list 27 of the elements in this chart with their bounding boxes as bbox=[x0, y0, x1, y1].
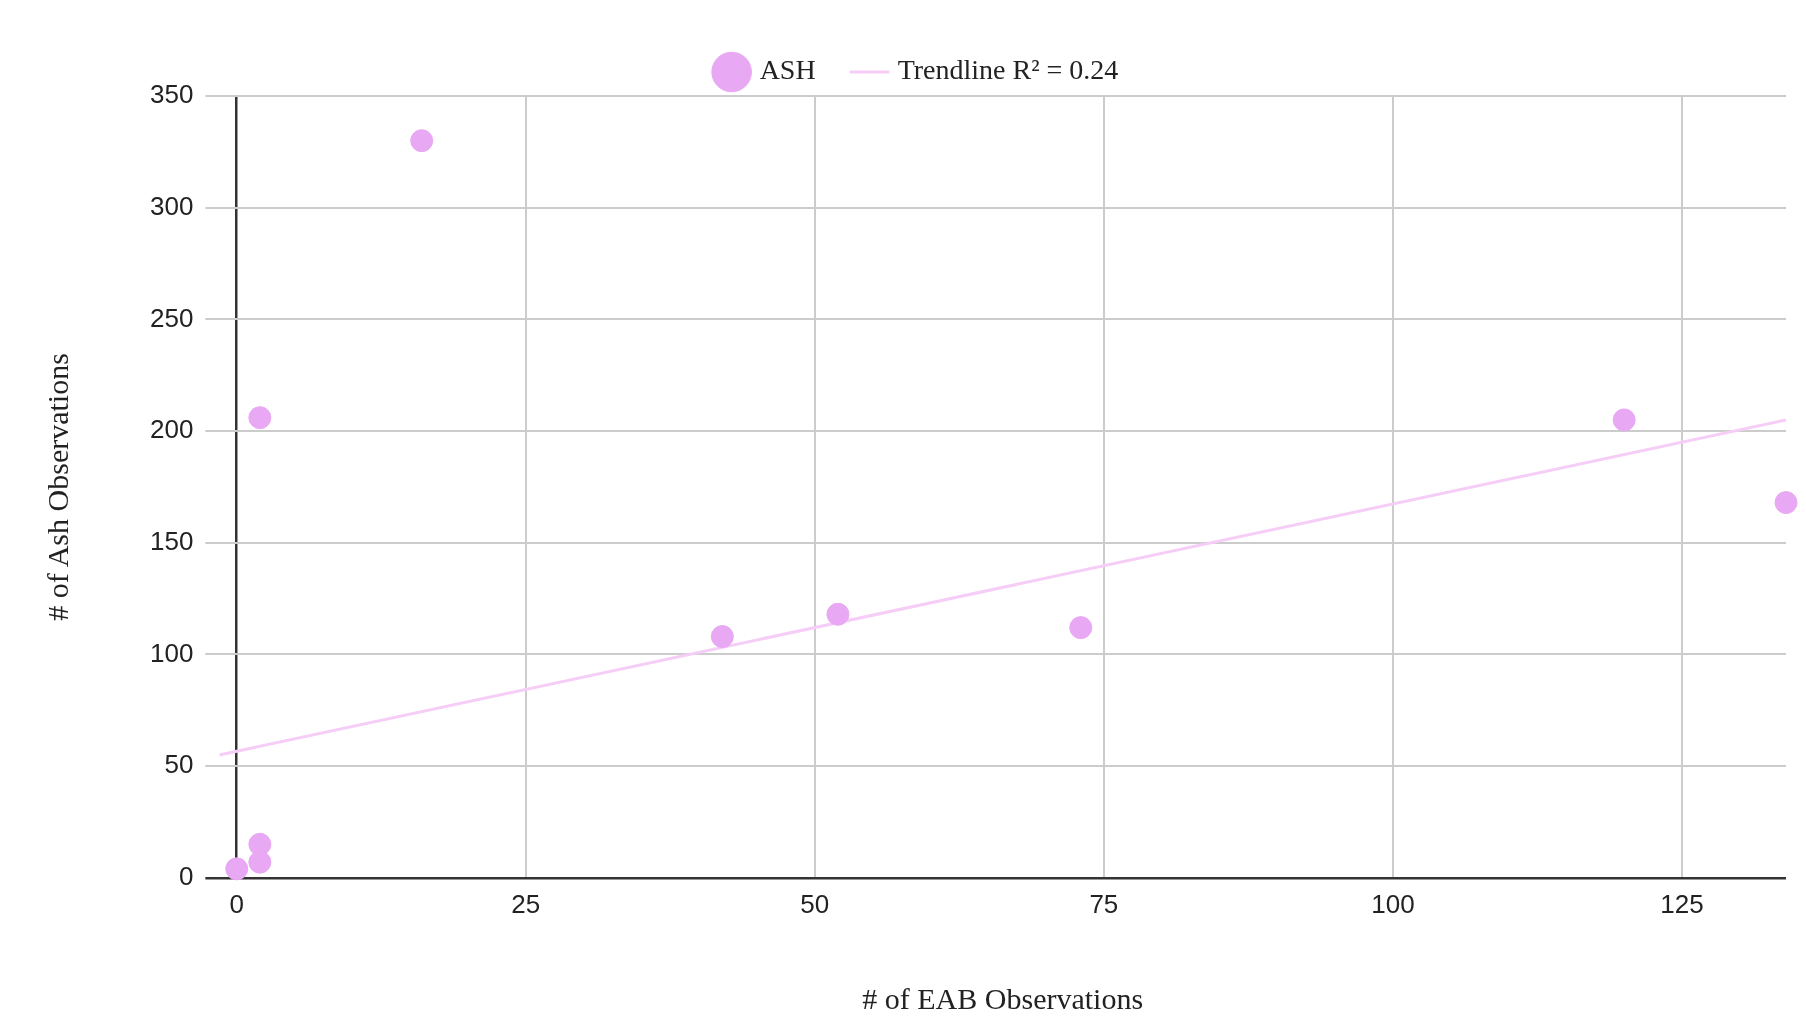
x-axis-title: # of EAB Observations bbox=[862, 981, 1144, 1015]
point bbox=[410, 129, 434, 153]
x-tick-label: 25 bbox=[511, 888, 541, 919]
y-tick-label: 200 bbox=[149, 414, 194, 445]
point bbox=[1612, 408, 1636, 432]
point bbox=[1774, 491, 1798, 515]
y-tick-label: 350 bbox=[149, 79, 194, 110]
x-tick-label: 50 bbox=[800, 888, 830, 919]
point bbox=[248, 406, 272, 430]
point bbox=[225, 857, 249, 881]
y-tick-label: 100 bbox=[149, 637, 194, 668]
y-tick-label: 50 bbox=[164, 749, 194, 780]
y-axis-title: # of Ash Observations bbox=[40, 353, 74, 621]
y-tick-label: 0 bbox=[178, 860, 194, 891]
point bbox=[248, 832, 272, 856]
x-tick-label: 125 bbox=[1660, 888, 1704, 919]
legend-label: Trendline R² = 0.24 bbox=[897, 54, 1119, 86]
point bbox=[1069, 616, 1093, 640]
point bbox=[710, 625, 734, 649]
x-tick-label: 100 bbox=[1371, 888, 1415, 919]
x-tick-label: 0 bbox=[229, 888, 244, 919]
y-tick-label: 300 bbox=[149, 190, 194, 221]
x-tick-label: 75 bbox=[1089, 888, 1119, 919]
y-tick-label: 150 bbox=[149, 525, 194, 556]
legend-label: ASH bbox=[759, 54, 816, 86]
point bbox=[826, 602, 850, 626]
y-tick-label: 250 bbox=[149, 302, 194, 333]
